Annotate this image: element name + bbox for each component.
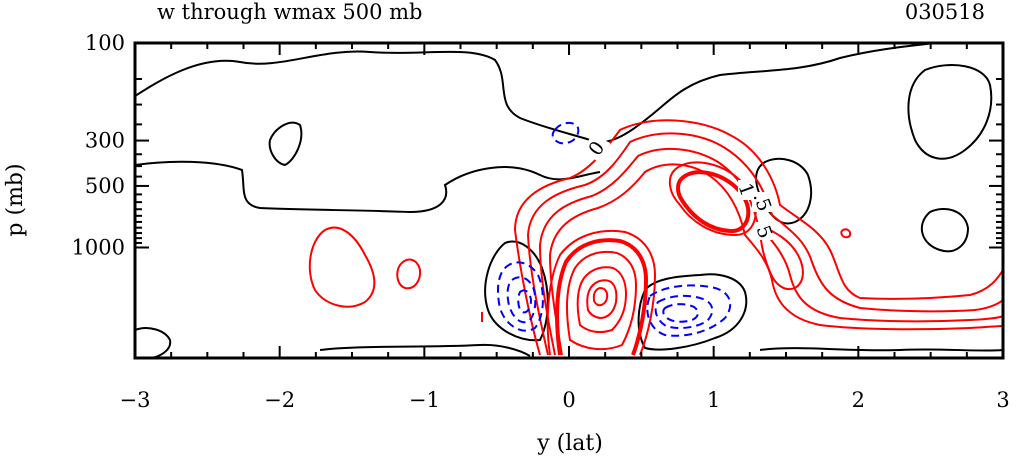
positive-contour-west-cell [308,226,376,308]
contour-field: 0 1 .5 5 [135,43,1003,358]
positive-contours [308,119,1003,356]
zero-contour-right-upper [907,64,993,160]
y-axis: 100 300 500 1000 [72,31,1003,260]
zero-contour-lower-left [135,160,601,214]
y-axis-label: p (mb) [3,163,28,236]
negative-contour-east-1 [646,284,732,337]
positive-contour-east-tongue [759,224,804,291]
y-tick-label: 300 [85,129,125,153]
y-tick-label: 100 [85,31,125,55]
negative-contour-west-3 [517,289,533,314]
positive-contour-core-thick [555,238,649,356]
negative-contour-west-2 [506,276,537,324]
positive-contour-core-2 [566,250,638,351]
zero-contours [135,43,1003,358]
chart-date-label: 030518 [905,0,985,24]
positive-contour-core-5 [592,286,609,307]
contour-label-bg-0 [581,132,611,162]
negative-contour-east-3 [662,303,699,323]
positive-contour-upper-1 [668,161,757,237]
negative-contour-upper [551,122,580,145]
zero-contour-bottom-right [759,347,1003,352]
positive-contour-outer-2 [526,132,1003,356]
x-tick-label: −1 [409,388,440,412]
contour-label-bg-2 [752,192,772,212]
x-tick-label: 2 [852,388,865,412]
positive-contour-west-small [396,258,422,290]
chart-title: w through wmax 500 mb [157,0,423,24]
positive-contour-core-4 [586,279,618,320]
y-tick-label: 500 [85,174,125,198]
positive-contour-core-1 [546,229,657,356]
x-axis: −3 −2 −1 0 1 2 3 [120,43,1010,412]
zero-contour-west-downdraft [484,240,549,342]
zero-contour-bottom-mid [319,343,531,357]
contour-label-bg-3 [756,222,772,240]
positive-contour-outer-4 [548,163,1003,356]
negative-contour-west-1 [496,261,544,332]
zero-contour-bottom-left [135,327,172,358]
positive-contour-upper-thick [675,170,751,234]
zero-contour-east-upper [755,157,813,225]
x-tick-label: −2 [264,388,295,412]
x-tick-label: 3 [996,388,1009,412]
x-tick-label: −3 [120,388,151,412]
x-axis-label: y (lat) [536,431,603,456]
zero-contour-main [135,43,936,144]
positive-contour-core-3 [576,266,628,334]
positive-contour-outer-1 [513,119,1003,356]
negative-contours [496,122,732,337]
y-tick-label: 1000 [72,236,125,260]
positive-contour-tiny-east [840,228,852,239]
x-tick-label: 0 [562,388,575,412]
x-tick-label: 1 [707,388,720,412]
plot-frame [133,41,1005,360]
contour-label-bg-1 [738,180,752,200]
negative-contour-east-2 [654,294,714,330]
zero-contour-right-mid [920,208,970,253]
zero-contour-upper-island [268,121,303,167]
